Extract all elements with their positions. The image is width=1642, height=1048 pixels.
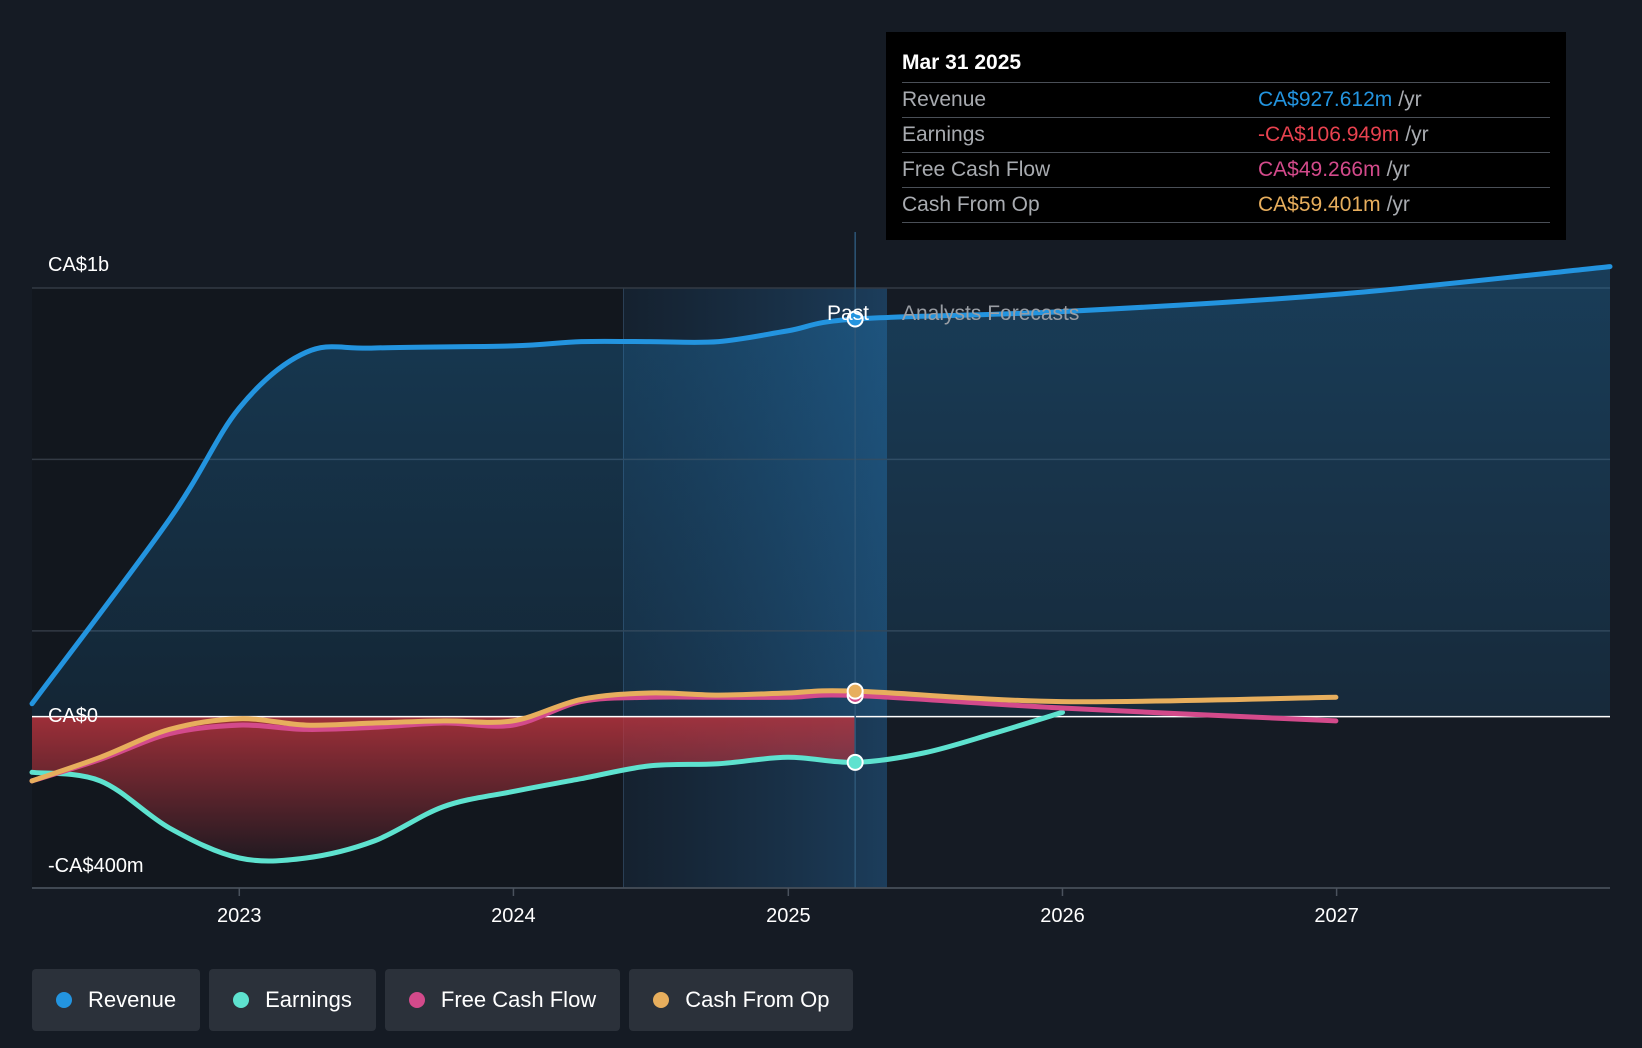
legend-label: Free Cash Flow xyxy=(440,987,597,1012)
legend-dot-icon xyxy=(653,992,670,1008)
area-fills xyxy=(32,266,1610,862)
x-tick-label: 2027 xyxy=(1314,905,1359,927)
tooltip-label: Free Cash Flow xyxy=(902,158,1051,181)
series-lines xyxy=(29,264,1613,864)
x-tick-label: 2026 xyxy=(1040,905,1085,927)
tooltip-unit: /yr xyxy=(1386,193,1410,216)
legend-dot-icon xyxy=(56,992,72,1008)
legend-item-revenue[interactable]: Revenue xyxy=(32,969,201,1031)
legend-item-cash-from-op[interactable]: Cash From Op xyxy=(629,969,854,1031)
series-markers xyxy=(846,310,864,771)
past-label: Past xyxy=(827,302,869,325)
legend-label: Earnings xyxy=(265,987,352,1012)
x-axis-ticks: 2023 2024 2025 2026 2027 xyxy=(32,887,1610,927)
legend: Revenue Earnings Free Cash Flow Cash Fro… xyxy=(32,969,854,1031)
tooltip-label: Revenue xyxy=(902,88,987,111)
x-tick-label: 2024 xyxy=(491,905,536,927)
tooltip-row-revenue: Revenue CA$927.612m /yr xyxy=(902,82,1550,117)
earnings-line xyxy=(29,709,1065,864)
tooltip-label: Cash From Op xyxy=(902,193,1040,216)
earnings-marker xyxy=(846,753,864,771)
legend-label: Cash From Op xyxy=(685,987,830,1012)
forecast-label: Analysts Forecasts xyxy=(902,302,1079,325)
tooltip-value: -CA$106.949m xyxy=(1258,123,1400,146)
y-tick-label-bottom: -CA$400m xyxy=(48,855,144,877)
tooltip-row-cash-from-op: Cash From Op CA$59.401m /yr xyxy=(902,187,1550,223)
x-tick-label: 2023 xyxy=(217,905,262,927)
legend-item-earnings[interactable]: Earnings xyxy=(209,969,376,1031)
legend-dot-icon xyxy=(233,992,250,1008)
revenue-line xyxy=(29,264,1613,707)
tooltip-panel: Mar 31 2025 Revenue CA$927.612m /yr Earn… xyxy=(886,32,1566,240)
revenue-marker xyxy=(846,310,864,328)
x-tick-label: 2025 xyxy=(766,905,811,927)
legend-label: Revenue xyxy=(88,987,177,1012)
y-tick-label-zero: CA$0 xyxy=(48,705,98,727)
earnings-loss-area xyxy=(32,716,856,862)
legend-dot-icon xyxy=(408,992,425,1008)
tooltip-row-free-cash-flow: Free Cash Flow CA$49.266m /yr xyxy=(902,152,1550,187)
tooltip-value: CA$59.401m xyxy=(1258,193,1381,216)
revenue-area xyxy=(32,266,1610,717)
tooltip-unit: /yr xyxy=(1405,123,1429,146)
cash-from-op-line xyxy=(29,688,1339,784)
tooltip-row-earnings: Earnings -CA$106.949m /yr xyxy=(902,117,1550,152)
legend-item-free-cash-flow[interactable]: Free Cash Flow xyxy=(384,969,621,1031)
cash-from-op-marker xyxy=(846,682,864,700)
tooltip-date: Mar 31 2025 xyxy=(902,51,1022,74)
tooltip-value: CA$927.612m xyxy=(1258,88,1393,111)
y-tick-label-top: CA$1b xyxy=(48,254,109,276)
tooltip-label: Earnings xyxy=(902,123,985,146)
tooltip-value: CA$49.266m xyxy=(1258,158,1381,181)
tooltip-unit: /yr xyxy=(1398,88,1422,111)
tooltip-unit: /yr xyxy=(1386,158,1410,181)
